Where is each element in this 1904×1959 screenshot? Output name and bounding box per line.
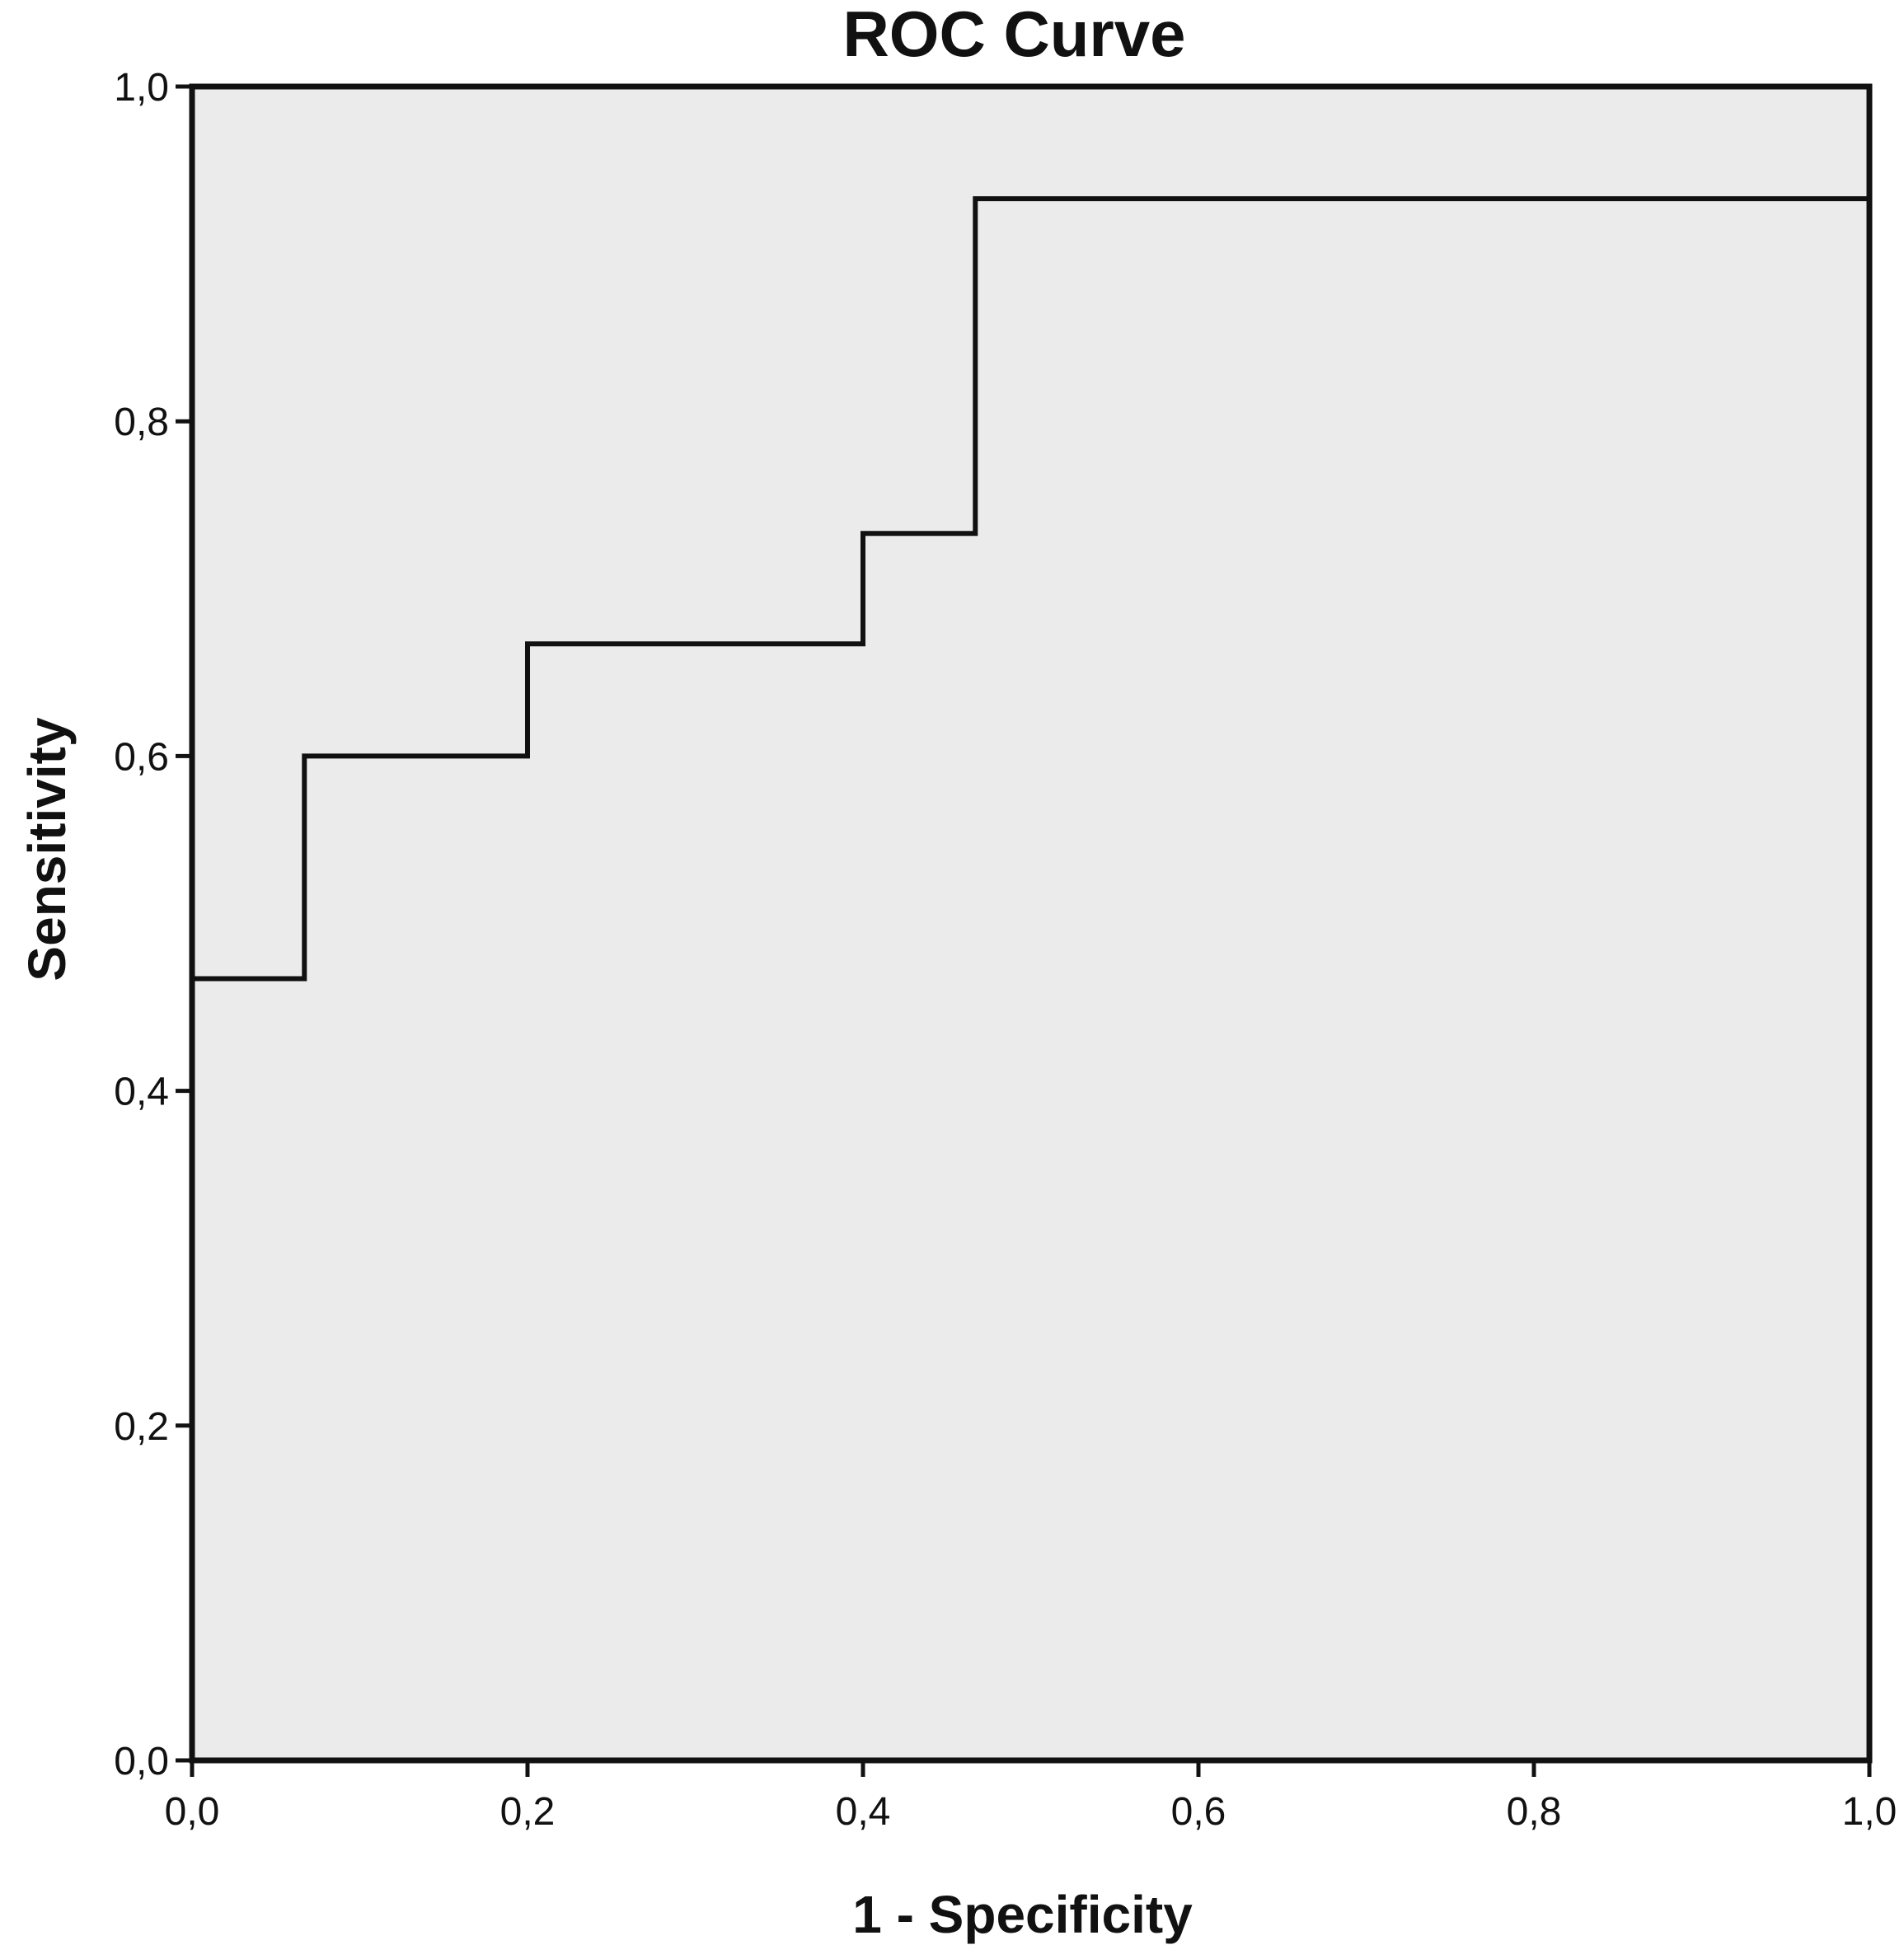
y-tick-label: 0,6 — [114, 735, 169, 779]
y-tick-label: 0,8 — [114, 401, 169, 444]
x-tick-label: 0,4 — [836, 1790, 891, 1834]
x-tick-label: 0,6 — [1171, 1790, 1226, 1834]
plot-area — [189, 83, 1873, 1764]
x-tick-label: 0,2 — [500, 1790, 556, 1834]
y-tick-label: 1,0 — [114, 66, 169, 110]
series-layer — [190, 84, 1872, 1763]
y-axis-label: Sensitivity — [17, 717, 77, 982]
roc-curve-line — [190, 84, 1872, 1763]
x-tick-label: 0,0 — [165, 1790, 220, 1834]
x-axis-label: 1 - Specificity — [852, 1885, 1193, 1944]
x-tick-label: 0,8 — [1507, 1790, 1562, 1834]
chart-title: ROC Curve — [842, 0, 1185, 70]
y-tick-label: 0,4 — [114, 1071, 169, 1114]
y-tick-label: 0,0 — [114, 1740, 169, 1783]
x-tick-label: 1,0 — [1842, 1790, 1897, 1834]
y-tick-label: 0,2 — [114, 1405, 169, 1449]
axis-ticks: 0,0 0,2 0,4 0,6 0,8 1,0 0,0 0,2 0,4 0,6 0,8 1,0 — [114, 66, 1897, 1834]
